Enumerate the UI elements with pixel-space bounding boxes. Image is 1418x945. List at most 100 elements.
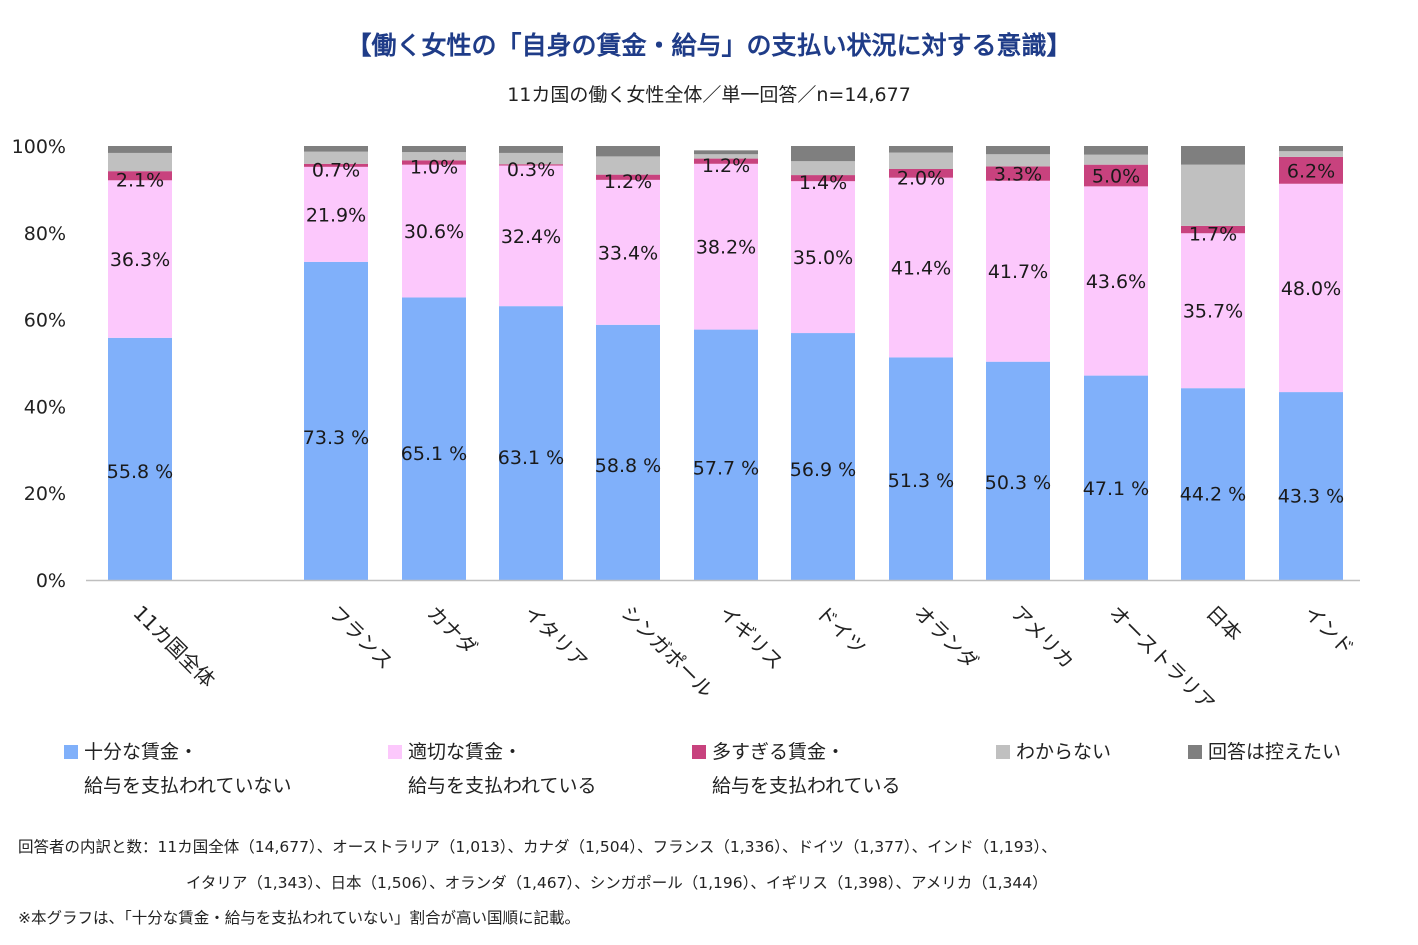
data-label-excessive: 2.1% — [116, 170, 164, 192]
y-tick-label: 0% — [36, 570, 66, 592]
bar-segment-insufficient — [1181, 388, 1245, 580]
data-label-insufficient: 65.1 % — [401, 443, 467, 465]
bar-segment-excessive — [986, 166, 1050, 181]
bar-segment-unknown — [402, 152, 466, 161]
bar-segment-excessive — [1181, 225, 1245, 234]
data-label-insufficient: 47.1 % — [1083, 478, 1149, 500]
bar-segment-no_answer — [1279, 146, 1343, 152]
legend-label: わからない — [1016, 741, 1112, 763]
bar-segment-appropriate — [791, 181, 855, 334]
bar-segment-excessive — [694, 158, 758, 164]
bar-segment-unknown — [1084, 154, 1148, 165]
data-label-appropriate: 33.4% — [598, 242, 658, 264]
bar-segment-appropriate — [108, 180, 172, 338]
data-label-insufficient: 58.8 % — [595, 455, 661, 477]
legend-label: 多すぎる賃金・ — [712, 741, 846, 763]
data-label-insufficient: 55.8 % — [107, 461, 173, 483]
bar-segment-unknown — [694, 154, 758, 159]
data-label-insufficient: 50.3 % — [985, 472, 1051, 494]
legend-item-insufficient: 十分な賃金・ 給与を支払われていない — [64, 735, 291, 803]
data-label-insufficient: 51.3 % — [888, 470, 954, 492]
bar-segment-appropriate — [889, 177, 953, 358]
bar-segment-insufficient — [1279, 392, 1343, 580]
stacked-bar-chart: 0% 20% 40% 60% 80% 100% 55.8 % 36.3% 2.1% 73.3 % 2… — [12, 136, 1360, 716]
x-tick-label: アメリカ — [1006, 601, 1079, 674]
bar-segment-insufficient — [694, 329, 758, 580]
data-label-excessive: 1.7% — [1189, 224, 1237, 246]
data-label-appropriate: 41.7% — [988, 261, 1048, 283]
legend-item-appropriate: 適切な賃金・ 給与を支払われている — [388, 735, 596, 803]
legend-label-2: 給与を支払われている — [408, 775, 597, 797]
bar-segment-insufficient — [889, 357, 953, 580]
x-tick-label: イタリア — [519, 601, 592, 674]
bar-segment-no_answer — [1084, 146, 1148, 155]
legend-item-excessive: 多すぎる賃金・ 給与を支払われている — [692, 735, 900, 803]
bar-segment-insufficient — [402, 297, 466, 580]
legend-swatch-insufficient — [64, 745, 78, 759]
bar-segment-excessive — [499, 164, 563, 166]
data-label-appropriate: 32.4% — [501, 226, 561, 248]
bar-segment-appropriate — [304, 166, 368, 262]
bar-segment-unknown — [1279, 151, 1343, 157]
bar-segment-no_answer — [499, 146, 563, 153]
bar-segment-no_answer — [108, 146, 172, 153]
data-label-excessive: 0.3% — [507, 159, 555, 181]
bar-segment-appropriate — [596, 179, 660, 325]
bar-segment-no_answer — [596, 146, 660, 157]
bar-segment-appropriate — [694, 163, 758, 330]
y-tick-label: 20% — [24, 483, 66, 505]
bar-segment-no_answer — [694, 150, 758, 155]
x-tick-label: オランダ — [909, 601, 983, 675]
legend-swatch-appropriate — [388, 745, 402, 759]
bar-segment-excessive — [1084, 164, 1148, 187]
bar-segment-unknown — [986, 154, 1050, 167]
bar-segment-insufficient — [108, 337, 172, 580]
data-label-excessive: 0.7% — [312, 159, 360, 181]
bar-segment-insufficient — [791, 333, 855, 580]
bar-segment-appropriate — [1181, 233, 1245, 389]
data-label-appropriate: 35.0% — [793, 247, 853, 269]
data-label-appropriate: 43.6% — [1086, 271, 1146, 293]
data-label-insufficient: 43.3 % — [1278, 485, 1344, 507]
bar-segment-insufficient — [499, 306, 563, 580]
data-label-appropriate: 41.4% — [891, 258, 951, 280]
data-label-excessive: 3.3% — [994, 164, 1042, 186]
data-label-excessive: 2.0% — [897, 167, 945, 189]
bar-segment-excessive — [108, 171, 172, 181]
data-label-excessive: 1.2% — [702, 155, 750, 177]
chart-subtitle: 11カ国の働く女性全体／単一回答／n=14,677 — [507, 84, 911, 106]
data-label-excessive: 1.2% — [604, 171, 652, 193]
bar-segment-no_answer — [402, 146, 466, 153]
x-tick-label: フランス — [324, 601, 397, 674]
chart-title: 【働く女性の「自身の賃金・給与」の支払い状況に対する意識】 — [346, 31, 1072, 60]
y-tick-label: 80% — [24, 223, 66, 245]
data-label-appropriate: 48.0% — [1281, 278, 1341, 300]
bar-segment-no_answer — [1181, 146, 1245, 165]
bar-segment-unknown — [108, 152, 172, 172]
y-tick-label: 40% — [24, 396, 66, 418]
legend-swatch-no-answer — [1188, 745, 1202, 759]
bar-segment-appropriate — [402, 164, 466, 298]
bar-segment-appropriate — [986, 180, 1050, 362]
bar-segment-insufficient — [596, 324, 660, 580]
data-label-insufficient: 73.3 % — [303, 427, 369, 449]
bar-segment-unknown — [304, 151, 368, 164]
data-label-excessive: 6.2% — [1287, 160, 1335, 182]
bar-segment-unknown — [1181, 164, 1245, 226]
bar-segment-excessive — [596, 174, 660, 180]
legend-label: 適切な賃金・ — [408, 741, 523, 763]
legend-swatch-excessive — [692, 745, 706, 759]
data-label-appropriate: 36.3% — [110, 249, 170, 271]
bar-segment-unknown — [889, 152, 953, 170]
data-label-insufficient: 44.2 % — [1180, 484, 1246, 506]
bar-segment-excessive — [889, 169, 953, 178]
x-tick-label: ドイツ — [811, 601, 870, 660]
legend-item-unknown: わからない — [996, 735, 1111, 769]
legend-swatch-unknown — [996, 745, 1010, 759]
bar-segment-insufficient — [304, 261, 368, 580]
data-label-insufficient: 56.9 % — [790, 459, 856, 481]
bar-segment-insufficient — [1084, 375, 1148, 580]
bar-segment-no_answer — [889, 146, 953, 153]
legend-label-2: 給与を支払われている — [712, 775, 901, 797]
data-label-excessive: 5.0% — [1092, 166, 1140, 188]
